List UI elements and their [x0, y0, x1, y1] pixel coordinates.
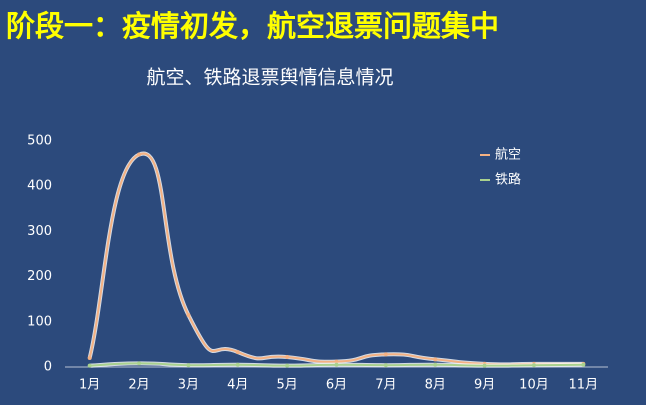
point	[87, 355, 92, 360]
point	[186, 313, 191, 318]
legend-label: 航空	[495, 147, 521, 163]
x-tick-label: 2月	[128, 378, 149, 393]
chart-title: 航空、铁路退票舆情信息情况	[146, 67, 393, 89]
point	[235, 350, 240, 355]
y-tick-label: 0	[44, 360, 52, 375]
point	[137, 152, 142, 157]
point	[334, 359, 339, 364]
x-tick-label: 8月	[425, 378, 446, 393]
x-tick-label: 3月	[178, 378, 199, 393]
x-tick-label: 10月	[519, 378, 549, 393]
point	[334, 362, 339, 367]
y-tick-label: 500	[27, 134, 52, 149]
point	[433, 362, 438, 367]
x-tick-label: 1月	[79, 378, 100, 393]
x-tick-label: 6月	[326, 378, 347, 393]
x-tick-label: 7月	[375, 378, 396, 393]
point	[186, 363, 191, 368]
x-tick-label: 11月	[569, 378, 599, 393]
point	[285, 355, 290, 360]
point	[383, 363, 388, 368]
x-tick-label: 4月	[227, 378, 248, 393]
point	[581, 362, 586, 367]
point	[383, 352, 388, 357]
point	[285, 363, 290, 368]
point	[433, 357, 438, 362]
legend-label: 铁路	[495, 172, 521, 188]
slide-title: 阶段一：疫情初发，航空退票问题集中	[6, 9, 499, 43]
y-tick-label: 400	[27, 179, 52, 194]
point	[137, 361, 142, 366]
y-tick-label: 200	[27, 269, 52, 284]
point	[235, 362, 240, 367]
point	[531, 363, 536, 368]
y-tick-label: 100	[27, 314, 52, 329]
x-tick-label: 5月	[276, 378, 297, 393]
y-tick-label: 300	[27, 224, 52, 239]
point	[87, 363, 92, 368]
x-tick-label: 9月	[474, 378, 495, 393]
point	[482, 363, 487, 368]
